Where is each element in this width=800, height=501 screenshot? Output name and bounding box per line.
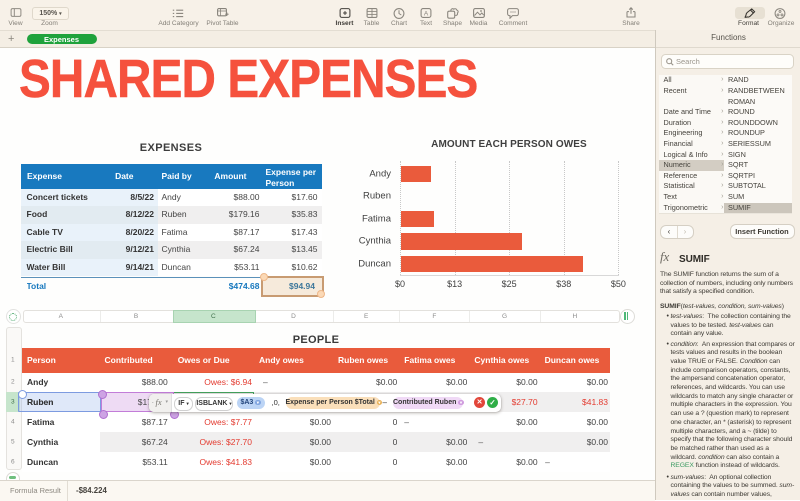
svg-text:A: A: [424, 10, 429, 17]
